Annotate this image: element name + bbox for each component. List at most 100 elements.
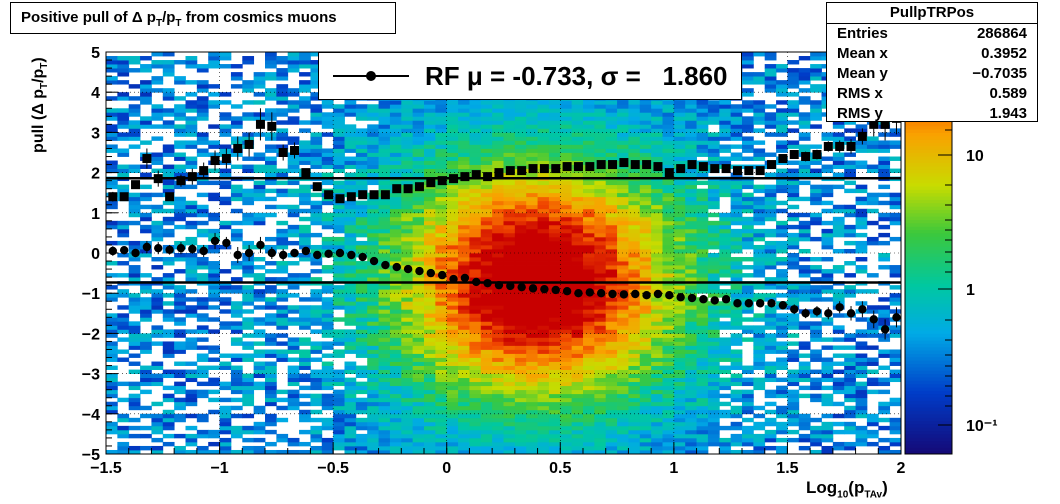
heatmap-cell — [117, 417, 130, 423]
heatmap-cell — [253, 353, 266, 358]
heatmap-cell — [378, 148, 391, 153]
heatmap-cell — [424, 421, 436, 427]
heatmap-cell — [673, 220, 686, 226]
heatmap-cell — [787, 289, 800, 294]
heatmap-cell — [321, 244, 334, 250]
heatmap-cell — [492, 269, 504, 274]
heatmap-cell — [162, 200, 175, 206]
heatmap-cell — [696, 112, 709, 117]
heatmap-cell — [594, 100, 607, 105]
heatmap-cell — [594, 361, 607, 366]
heatmap-cell — [776, 257, 788, 262]
heatmap-cell — [321, 224, 334, 230]
heatmap-cell — [128, 425, 141, 431]
heatmap-cell — [162, 232, 175, 238]
heatmap-cell — [242, 244, 255, 250]
heatmap-cell — [265, 285, 277, 290]
heatmap-cell — [628, 349, 641, 354]
heatmap-cell — [389, 329, 402, 334]
heatmap-cell — [639, 449, 652, 455]
heatmap-cell — [321, 445, 334, 451]
heatmap-cell — [492, 192, 504, 198]
heatmap-cell — [367, 180, 379, 186]
heatmap-cell — [344, 108, 357, 113]
heatmap-cell — [492, 349, 504, 354]
heatmap-cell — [764, 172, 777, 178]
heatmap-cell — [458, 124, 470, 129]
heatmap-cell — [537, 180, 550, 186]
heatmap-cell — [355, 265, 368, 270]
heatmap-cell — [628, 148, 641, 153]
heatmap-cell — [651, 257, 663, 262]
heatmap-cell — [753, 361, 766, 366]
heatmap-cell — [196, 433, 209, 439]
heatmap-cell — [571, 269, 584, 274]
heatmap-cell — [401, 325, 414, 330]
heatmap-cell — [787, 393, 800, 399]
heatmap-cell — [537, 329, 550, 334]
heatmap-cell — [310, 269, 323, 274]
heatmap-cell — [242, 192, 255, 198]
heatmap-cell — [787, 188, 800, 194]
heatmap-cell — [401, 373, 414, 379]
heatmap-cell — [446, 168, 459, 173]
heatmap-cell — [719, 377, 732, 383]
heatmap-cell — [299, 236, 311, 242]
heatmap-cell — [764, 345, 777, 350]
heatmap-cell — [185, 373, 198, 379]
heatmap-cell — [787, 389, 800, 395]
heatmap-cell — [389, 349, 402, 354]
heatmap-cell — [333, 349, 345, 354]
heatmap-cell — [696, 369, 709, 374]
heatmap-cell — [526, 257, 538, 262]
heatmap-cell — [424, 248, 436, 254]
heatmap-cell — [310, 60, 323, 65]
heatmap-cell — [583, 228, 595, 234]
heatmap-cell — [321, 449, 334, 455]
heatmap-cell — [628, 277, 641, 282]
heatmap-cell — [639, 253, 652, 258]
heatmap-cell — [344, 273, 357, 278]
heatmap-cell — [685, 417, 697, 423]
heatmap-cell — [299, 88, 311, 93]
heatmap-cell — [617, 325, 629, 330]
heatmap-cell — [253, 305, 266, 310]
heatmap-cell — [503, 297, 516, 302]
heatmap-cell — [435, 112, 448, 117]
heatmap-cell — [230, 116, 243, 121]
heatmap-cell — [128, 84, 141, 89]
heatmap-cell — [412, 236, 425, 242]
heatmap-cell — [685, 325, 697, 330]
heatmap-cell — [764, 377, 777, 383]
heatmap-cell — [333, 421, 345, 427]
heatmap-cell — [696, 228, 709, 234]
heatmap-cell — [673, 409, 686, 415]
heatmap-cell — [685, 104, 697, 109]
heatmap-cell — [719, 148, 732, 153]
heatmap-cell — [753, 156, 766, 161]
heatmap-cell — [196, 68, 209, 73]
heatmap-cell — [571, 224, 584, 230]
heatmap-cell — [378, 405, 391, 411]
heatmap-cell — [730, 220, 743, 226]
heatmap-cell — [435, 132, 448, 137]
heatmap-cell — [560, 140, 573, 145]
heatmap-cell — [503, 389, 516, 395]
heatmap-cell — [140, 365, 152, 370]
heatmap-cell — [412, 365, 425, 370]
heatmap-cell — [753, 152, 766, 157]
heatmap-cell — [106, 168, 118, 173]
heatmap-cell — [106, 56, 118, 61]
heatmap-cell — [424, 277, 436, 282]
heatmap-cell — [435, 156, 448, 161]
heatmap-cell — [287, 56, 300, 61]
heatmap-cell — [673, 184, 686, 190]
heatmap-cell — [628, 389, 641, 395]
heatmap-cell — [560, 413, 573, 419]
heatmap-cell — [140, 120, 152, 125]
heatmap-cell — [707, 313, 720, 318]
heatmap-cell — [685, 273, 697, 278]
heatmap-cell — [662, 140, 675, 145]
heatmap-cell — [480, 381, 493, 387]
heatmap-cell — [219, 425, 232, 431]
